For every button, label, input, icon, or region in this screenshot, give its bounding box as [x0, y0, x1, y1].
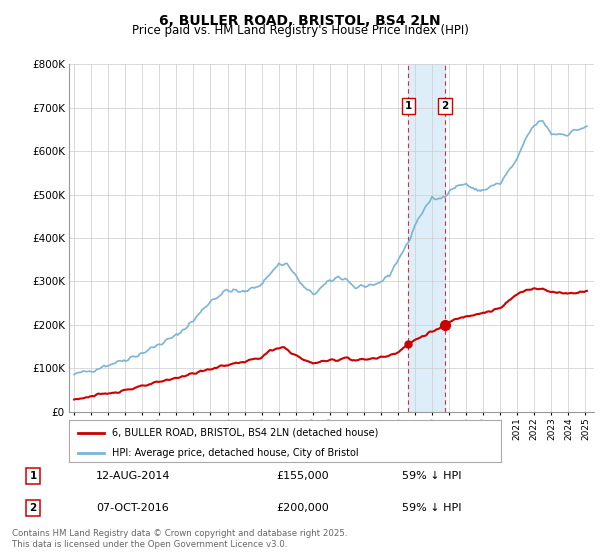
Text: 2: 2 — [29, 503, 37, 514]
Text: 07-OCT-2016: 07-OCT-2016 — [96, 503, 169, 514]
Text: £200,000: £200,000 — [276, 503, 329, 514]
Text: 6, BULLER ROAD, BRISTOL, BS4 2LN: 6, BULLER ROAD, BRISTOL, BS4 2LN — [159, 14, 441, 28]
Text: 1: 1 — [405, 101, 412, 111]
Text: Price paid vs. HM Land Registry's House Price Index (HPI): Price paid vs. HM Land Registry's House … — [131, 24, 469, 37]
Text: 2: 2 — [442, 101, 449, 111]
Bar — [409, 64, 445, 412]
Text: 12-AUG-2014: 12-AUG-2014 — [96, 471, 170, 481]
Text: Contains HM Land Registry data © Crown copyright and database right 2025.
This d: Contains HM Land Registry data © Crown c… — [12, 529, 347, 549]
Text: 59% ↓ HPI: 59% ↓ HPI — [402, 471, 461, 481]
Text: £155,000: £155,000 — [276, 471, 329, 481]
Text: HPI: Average price, detached house, City of Bristol: HPI: Average price, detached house, City… — [112, 448, 359, 458]
Text: 6, BULLER ROAD, BRISTOL, BS4 2LN (detached house): 6, BULLER ROAD, BRISTOL, BS4 2LN (detach… — [112, 428, 379, 437]
Text: 1: 1 — [29, 471, 37, 481]
Text: 59% ↓ HPI: 59% ↓ HPI — [402, 503, 461, 514]
